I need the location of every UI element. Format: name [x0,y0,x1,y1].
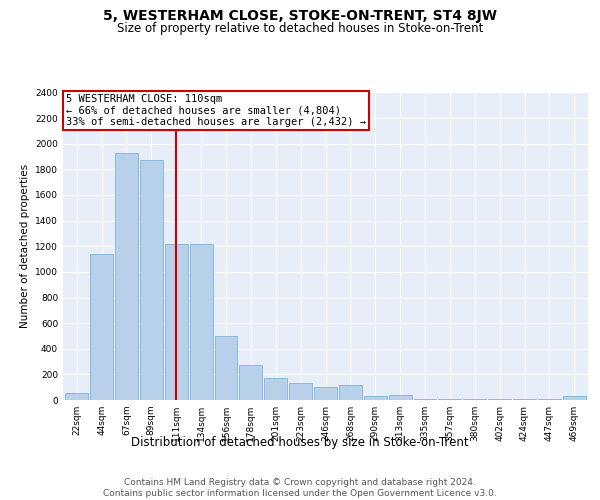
Text: Contains HM Land Registry data © Crown copyright and database right 2024.
Contai: Contains HM Land Registry data © Crown c… [103,478,497,498]
Bar [339,384,362,400]
Bar [364,396,387,400]
Text: Distribution of detached houses by size in Stoke-on-Trent: Distribution of detached houses by size … [131,436,469,449]
Bar [215,336,238,400]
Bar [289,382,312,400]
Bar [190,244,212,400]
Bar [65,393,88,400]
Bar [314,387,337,400]
Bar [264,378,287,400]
Bar [563,396,586,400]
Bar [239,366,262,400]
Text: 5, WESTERHAM CLOSE, STOKE-ON-TRENT, ST4 8JW: 5, WESTERHAM CLOSE, STOKE-ON-TRENT, ST4 … [103,9,497,23]
Bar [389,395,412,400]
Text: 5 WESTERHAM CLOSE: 110sqm
← 66% of detached houses are smaller (4,804)
33% of se: 5 WESTERHAM CLOSE: 110sqm ← 66% of detac… [65,94,365,127]
Bar [140,160,163,400]
Text: Size of property relative to detached houses in Stoke-on-Trent: Size of property relative to detached ho… [117,22,483,35]
Bar [165,244,188,400]
Bar [90,254,113,400]
Y-axis label: Number of detached properties: Number of detached properties [20,164,29,328]
Bar [115,152,138,400]
